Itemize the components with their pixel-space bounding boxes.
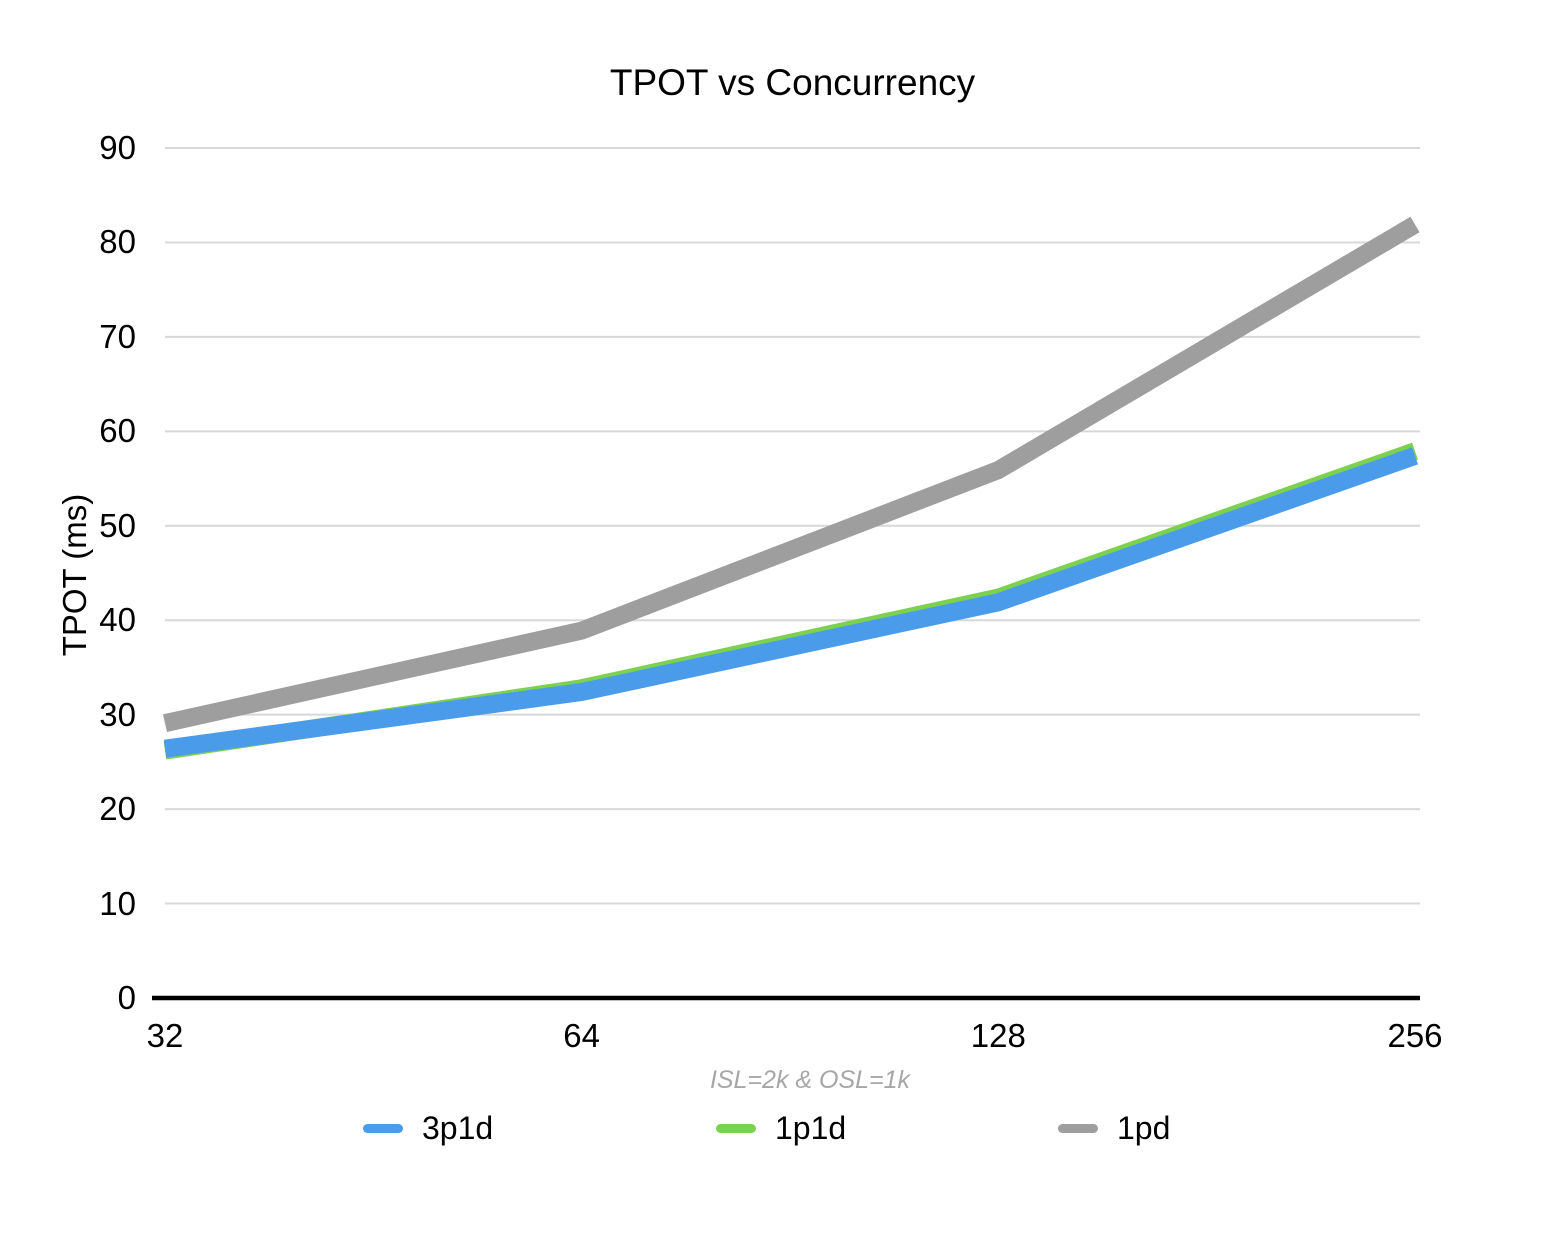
legend-label-3p1d: 3p1d (422, 1110, 494, 1146)
legend-item-1p1d: 1p1d (716, 1110, 846, 1146)
y-tick-label-80: 80 (99, 223, 136, 261)
chart-footnote: ISL=2k & OSL=1k (709, 1066, 911, 1094)
y-tick-label-70: 70 (99, 317, 136, 355)
legend-item-3p1d: 3p1d (363, 1110, 493, 1146)
x-tick-label-32: 32 (146, 1017, 184, 1054)
y-tick-label-30: 30 (99, 695, 136, 733)
legend-swatch-1p1d (716, 1123, 756, 1133)
y-tick-label-40: 40 (99, 601, 136, 639)
y-tick-label-0: 0 (117, 979, 136, 1016)
series-line-1p1d (163, 442, 1418, 760)
legend-swatch-3p1d (363, 1123, 403, 1133)
legend-label-1p1d: 1p1d (775, 1110, 847, 1146)
x-tick-label-128: 128 (970, 1017, 1026, 1054)
y-tick-label-50: 50 (99, 506, 136, 544)
chart-title: TPOT vs Concurrency (609, 62, 976, 103)
y-tick-label-20: 20 (99, 790, 136, 828)
x-tick-label-64: 64 (563, 1017, 601, 1054)
x-tick-label-256: 256 (1387, 1017, 1443, 1054)
y-tick-label-90: 90 (99, 129, 136, 166)
series-line-3p1d (163, 447, 1418, 758)
legend-item-1pd: 1pd (1058, 1110, 1170, 1146)
legend-swatch-1pd (1058, 1123, 1098, 1133)
y-tick-label-60: 60 (99, 412, 136, 450)
legend-label-1pd: 1pd (1117, 1110, 1171, 1146)
y-tick-label-10: 10 (99, 884, 136, 922)
series-line-1pd (163, 216, 1420, 732)
